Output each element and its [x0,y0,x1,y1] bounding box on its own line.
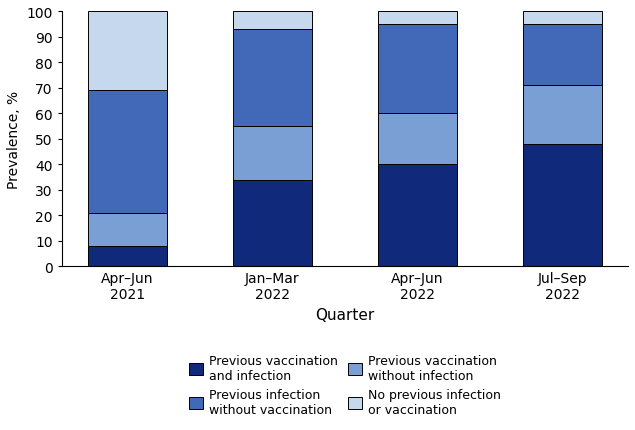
Bar [232,127,312,180]
Bar [523,25,603,86]
Bar [232,180,312,267]
Bar [378,114,457,165]
Legend: Previous vaccination
and infection, Previous infection
without vaccination, Prev: Previous vaccination and infection, Prev… [184,349,506,421]
Bar [378,165,457,267]
Bar [232,12,312,30]
Bar [523,86,603,144]
Bar [232,30,312,127]
Bar [378,12,457,25]
Y-axis label: Prevalence, %: Prevalence, % [7,91,21,188]
Bar [378,25,457,114]
Bar [88,12,168,91]
Bar [88,246,168,267]
Bar [523,12,603,25]
Bar [88,213,168,246]
X-axis label: Quarter: Quarter [316,307,375,322]
Bar [88,91,168,213]
Bar [523,144,603,267]
